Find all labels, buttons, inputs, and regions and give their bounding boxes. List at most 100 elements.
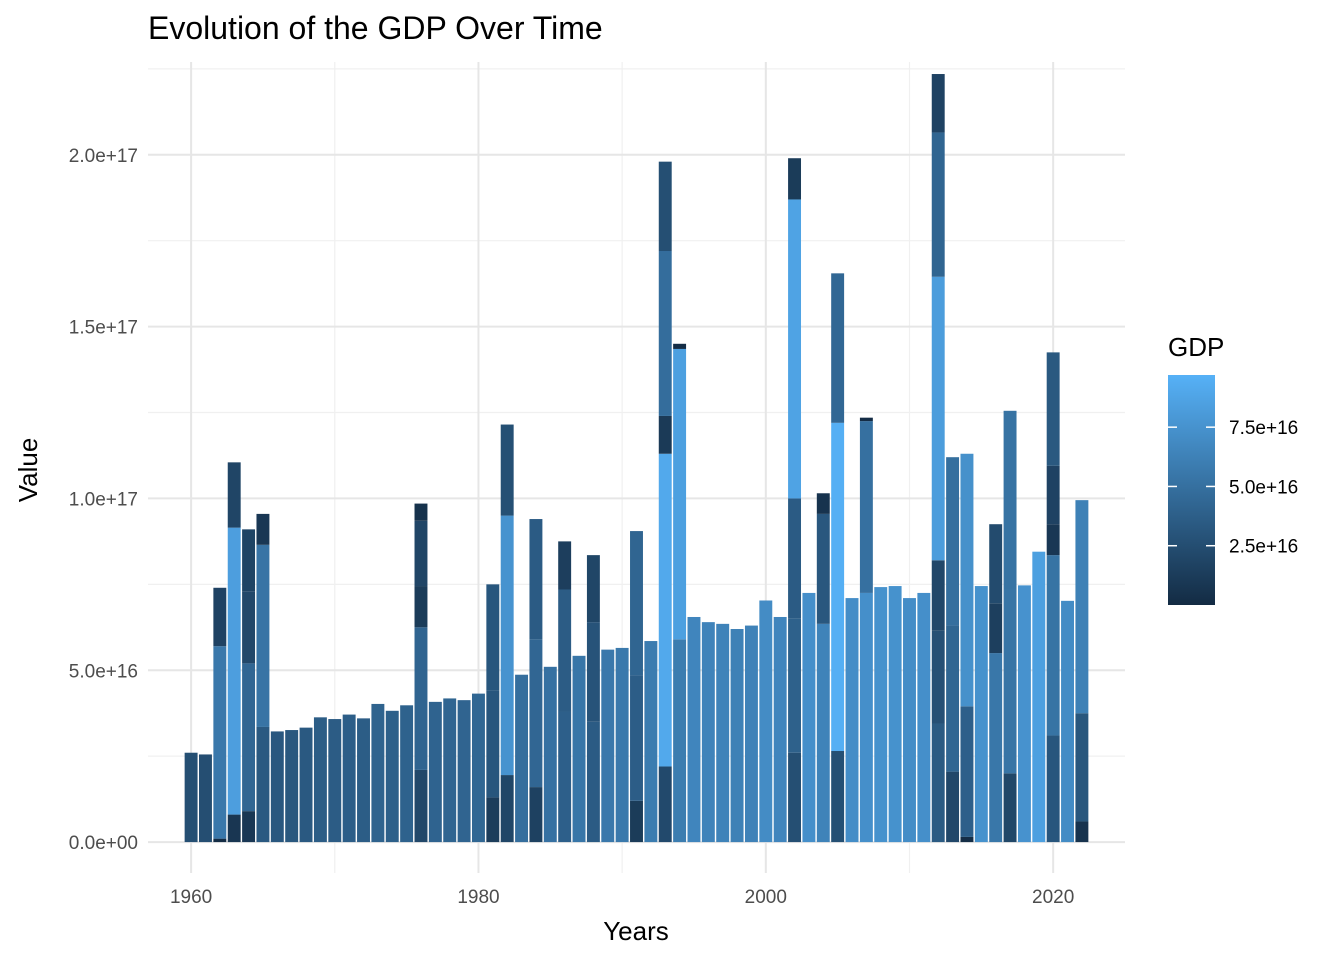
- bar-segment: [529, 639, 543, 788]
- bar-1990: [615, 647, 629, 843]
- bar-segment: [831, 751, 845, 843]
- bar-segment: [744, 625, 758, 843]
- bar-segment: [859, 592, 873, 843]
- bar-2016: [989, 524, 1003, 843]
- bar-segment: [931, 723, 945, 843]
- bar-segment: [658, 766, 672, 843]
- bar-2003: [802, 592, 816, 843]
- bar-2021: [1061, 600, 1074, 843]
- bar-segment: [974, 586, 988, 843]
- bar-segment: [730, 629, 744, 843]
- bar-segment: [328, 719, 342, 843]
- bar-segment: [788, 618, 802, 753]
- bar-1977: [428, 701, 442, 843]
- bar-segment: [1075, 713, 1089, 822]
- bar-1999: [744, 625, 758, 843]
- bar-segment: [558, 711, 572, 843]
- bar-segment: [1046, 465, 1060, 525]
- bar-segment: [299, 727, 313, 843]
- bar-segment: [917, 592, 931, 843]
- bar-segment: [586, 555, 600, 623]
- bar-segment: [342, 714, 356, 843]
- bar-segment: [931, 560, 945, 631]
- bar-segment: [1046, 352, 1060, 466]
- bar-1969: [313, 717, 327, 843]
- bar-1967: [285, 730, 299, 843]
- bar-2002: [788, 158, 802, 843]
- bar-2020: [1046, 352, 1060, 843]
- bar-2015: [974, 586, 988, 843]
- bar-2005: [831, 273, 845, 843]
- bar-segment: [256, 544, 270, 727]
- bar-1972: [357, 718, 370, 843]
- bar-segment: [1003, 589, 1017, 774]
- bar-1994: [673, 343, 687, 843]
- bar-segment: [500, 424, 514, 516]
- bar-segment: [242, 811, 256, 843]
- bar-1965: [256, 513, 270, 843]
- bar-segment: [414, 769, 428, 843]
- bar-segment: [989, 603, 1003, 654]
- bar-segment: [788, 752, 802, 843]
- bar-segment: [658, 453, 672, 767]
- bar-segment: [874, 587, 888, 843]
- bar-segment: [457, 700, 471, 843]
- bar-segment: [486, 797, 500, 843]
- bar-segment: [788, 199, 802, 499]
- bar-segment: [903, 598, 916, 843]
- bar-1996: [701, 622, 715, 843]
- bar-segment: [242, 591, 256, 664]
- bar-segment: [1046, 555, 1060, 736]
- bar-1962: [213, 587, 227, 843]
- bar-segment: [1003, 773, 1017, 843]
- bar-segment: [773, 616, 787, 843]
- bar-1974: [385, 710, 399, 843]
- legend-colorbar: [1168, 375, 1215, 605]
- bar-segment: [357, 718, 370, 843]
- bar-segment: [831, 422, 845, 752]
- bar-2008: [874, 587, 888, 843]
- bar-1992: [644, 641, 658, 843]
- bar-1960: [184, 752, 198, 843]
- y-tick-label: 0.0e+00: [69, 833, 138, 854]
- bar-segment: [414, 586, 428, 628]
- bar-segment: [759, 600, 773, 843]
- legend: GDP 2.5e+16 5.0e+16 7.5e+16: [1168, 332, 1298, 605]
- x-tick-label: 2000: [745, 887, 787, 908]
- bar-1973: [371, 703, 385, 843]
- bar-segment: [831, 273, 845, 423]
- bar-segment: [256, 726, 270, 843]
- bar-1980: [471, 693, 485, 843]
- bar-segment: [385, 710, 399, 843]
- bar-segment: [673, 639, 687, 843]
- bar-segment: [989, 653, 1003, 843]
- x-tick-label: 1980: [457, 887, 499, 908]
- bar-segment: [845, 598, 859, 843]
- bar-segment: [816, 493, 830, 514]
- bar-segment: [414, 627, 428, 770]
- bar-1993: [658, 161, 672, 843]
- bar-segment: [586, 622, 600, 722]
- bars-layer: [184, 74, 1089, 843]
- bar-2010: [903, 598, 916, 843]
- bar-1988: [586, 555, 600, 843]
- bar-segment: [572, 655, 586, 843]
- bar-2013: [946, 457, 960, 843]
- bar-1970: [328, 719, 342, 843]
- bar-2014: [960, 453, 974, 843]
- bar-segment: [788, 498, 802, 619]
- legend-label: 7.5e+16: [1229, 418, 1298, 439]
- x-axis-title: Years: [603, 916, 669, 946]
- bar-segment: [931, 276, 945, 561]
- bar-segment: [788, 158, 802, 200]
- legend-label: 2.5e+16: [1229, 537, 1298, 558]
- bar-segment: [443, 698, 457, 843]
- bar-segment: [515, 674, 529, 843]
- bar-segment: [400, 705, 414, 843]
- bar-segment: [414, 503, 428, 521]
- bar-segment: [1075, 500, 1089, 714]
- bar-2006: [845, 598, 859, 843]
- bar-segment: [989, 524, 1003, 604]
- bar-2000: [759, 600, 773, 843]
